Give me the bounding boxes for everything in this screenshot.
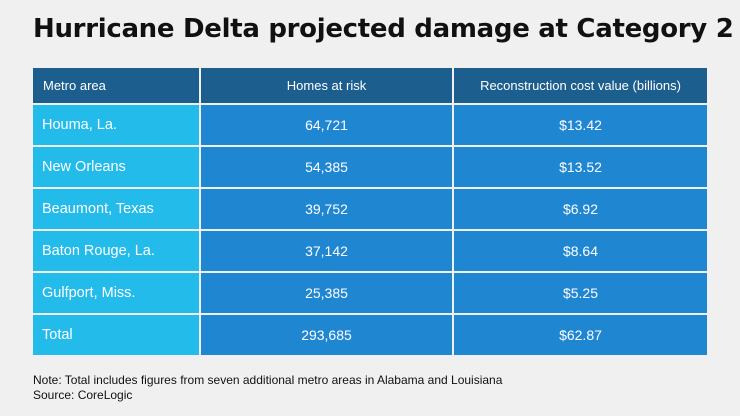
metro-area-cell: Total	[33, 315, 199, 355]
reconstruction-cost-cell: $13.52	[454, 147, 707, 187]
data-table: Metro area Homes at risk Reconstruction …	[33, 68, 707, 357]
homes-at-risk-cell: 293,685	[201, 315, 452, 355]
metro-area-cell: New Orleans	[33, 147, 199, 187]
metro-area-cell: Beaumont, Texas	[33, 189, 199, 229]
table-row: Beaumont, Texas 39,752 $6.92	[33, 189, 707, 229]
chart-title: Hurricane Delta projected damage at Cate…	[33, 14, 734, 44]
reconstruction-cost-cell: $6.92	[454, 189, 707, 229]
table-row: Gulfport, Miss. 25,385 $5.25	[33, 273, 707, 313]
reconstruction-cost-cell: $13.42	[454, 105, 707, 145]
homes-at-risk-cell: 54,385	[201, 147, 452, 187]
column-header-reconstruction-cost: Reconstruction cost value (billions)	[454, 68, 707, 103]
table-total-row: Total 293,685 $62.87	[33, 315, 707, 355]
table-row: New Orleans 54,385 $13.52	[33, 147, 707, 187]
reconstruction-cost-cell: $8.64	[454, 231, 707, 271]
homes-at-risk-cell: 37,142	[201, 231, 452, 271]
column-header-metro-area: Metro area	[33, 68, 199, 103]
metro-area-cell: Gulfport, Miss.	[33, 273, 199, 313]
reconstruction-cost-cell: $5.25	[454, 273, 707, 313]
reconstruction-cost-cell: $62.87	[454, 315, 707, 355]
metro-area-cell: Houma, La.	[33, 105, 199, 145]
table-row: Baton Rouge, La. 37,142 $8.64	[33, 231, 707, 271]
table-row: Houma, La. 64,721 $13.42	[33, 105, 707, 145]
metro-area-cell: Baton Rouge, La.	[33, 231, 199, 271]
source-credit: Source: CoreLogic	[33, 388, 133, 402]
footnote: Note: Total includes figures from seven …	[33, 373, 503, 387]
column-header-homes-at-risk: Homes at risk	[201, 68, 452, 103]
table-header-row: Metro area Homes at risk Reconstruction …	[33, 68, 707, 103]
homes-at-risk-cell: 25,385	[201, 273, 452, 313]
homes-at-risk-cell: 39,752	[201, 189, 452, 229]
homes-at-risk-cell: 64,721	[201, 105, 452, 145]
chart-notes: Note: Total includes figures from seven …	[33, 373, 502, 403]
